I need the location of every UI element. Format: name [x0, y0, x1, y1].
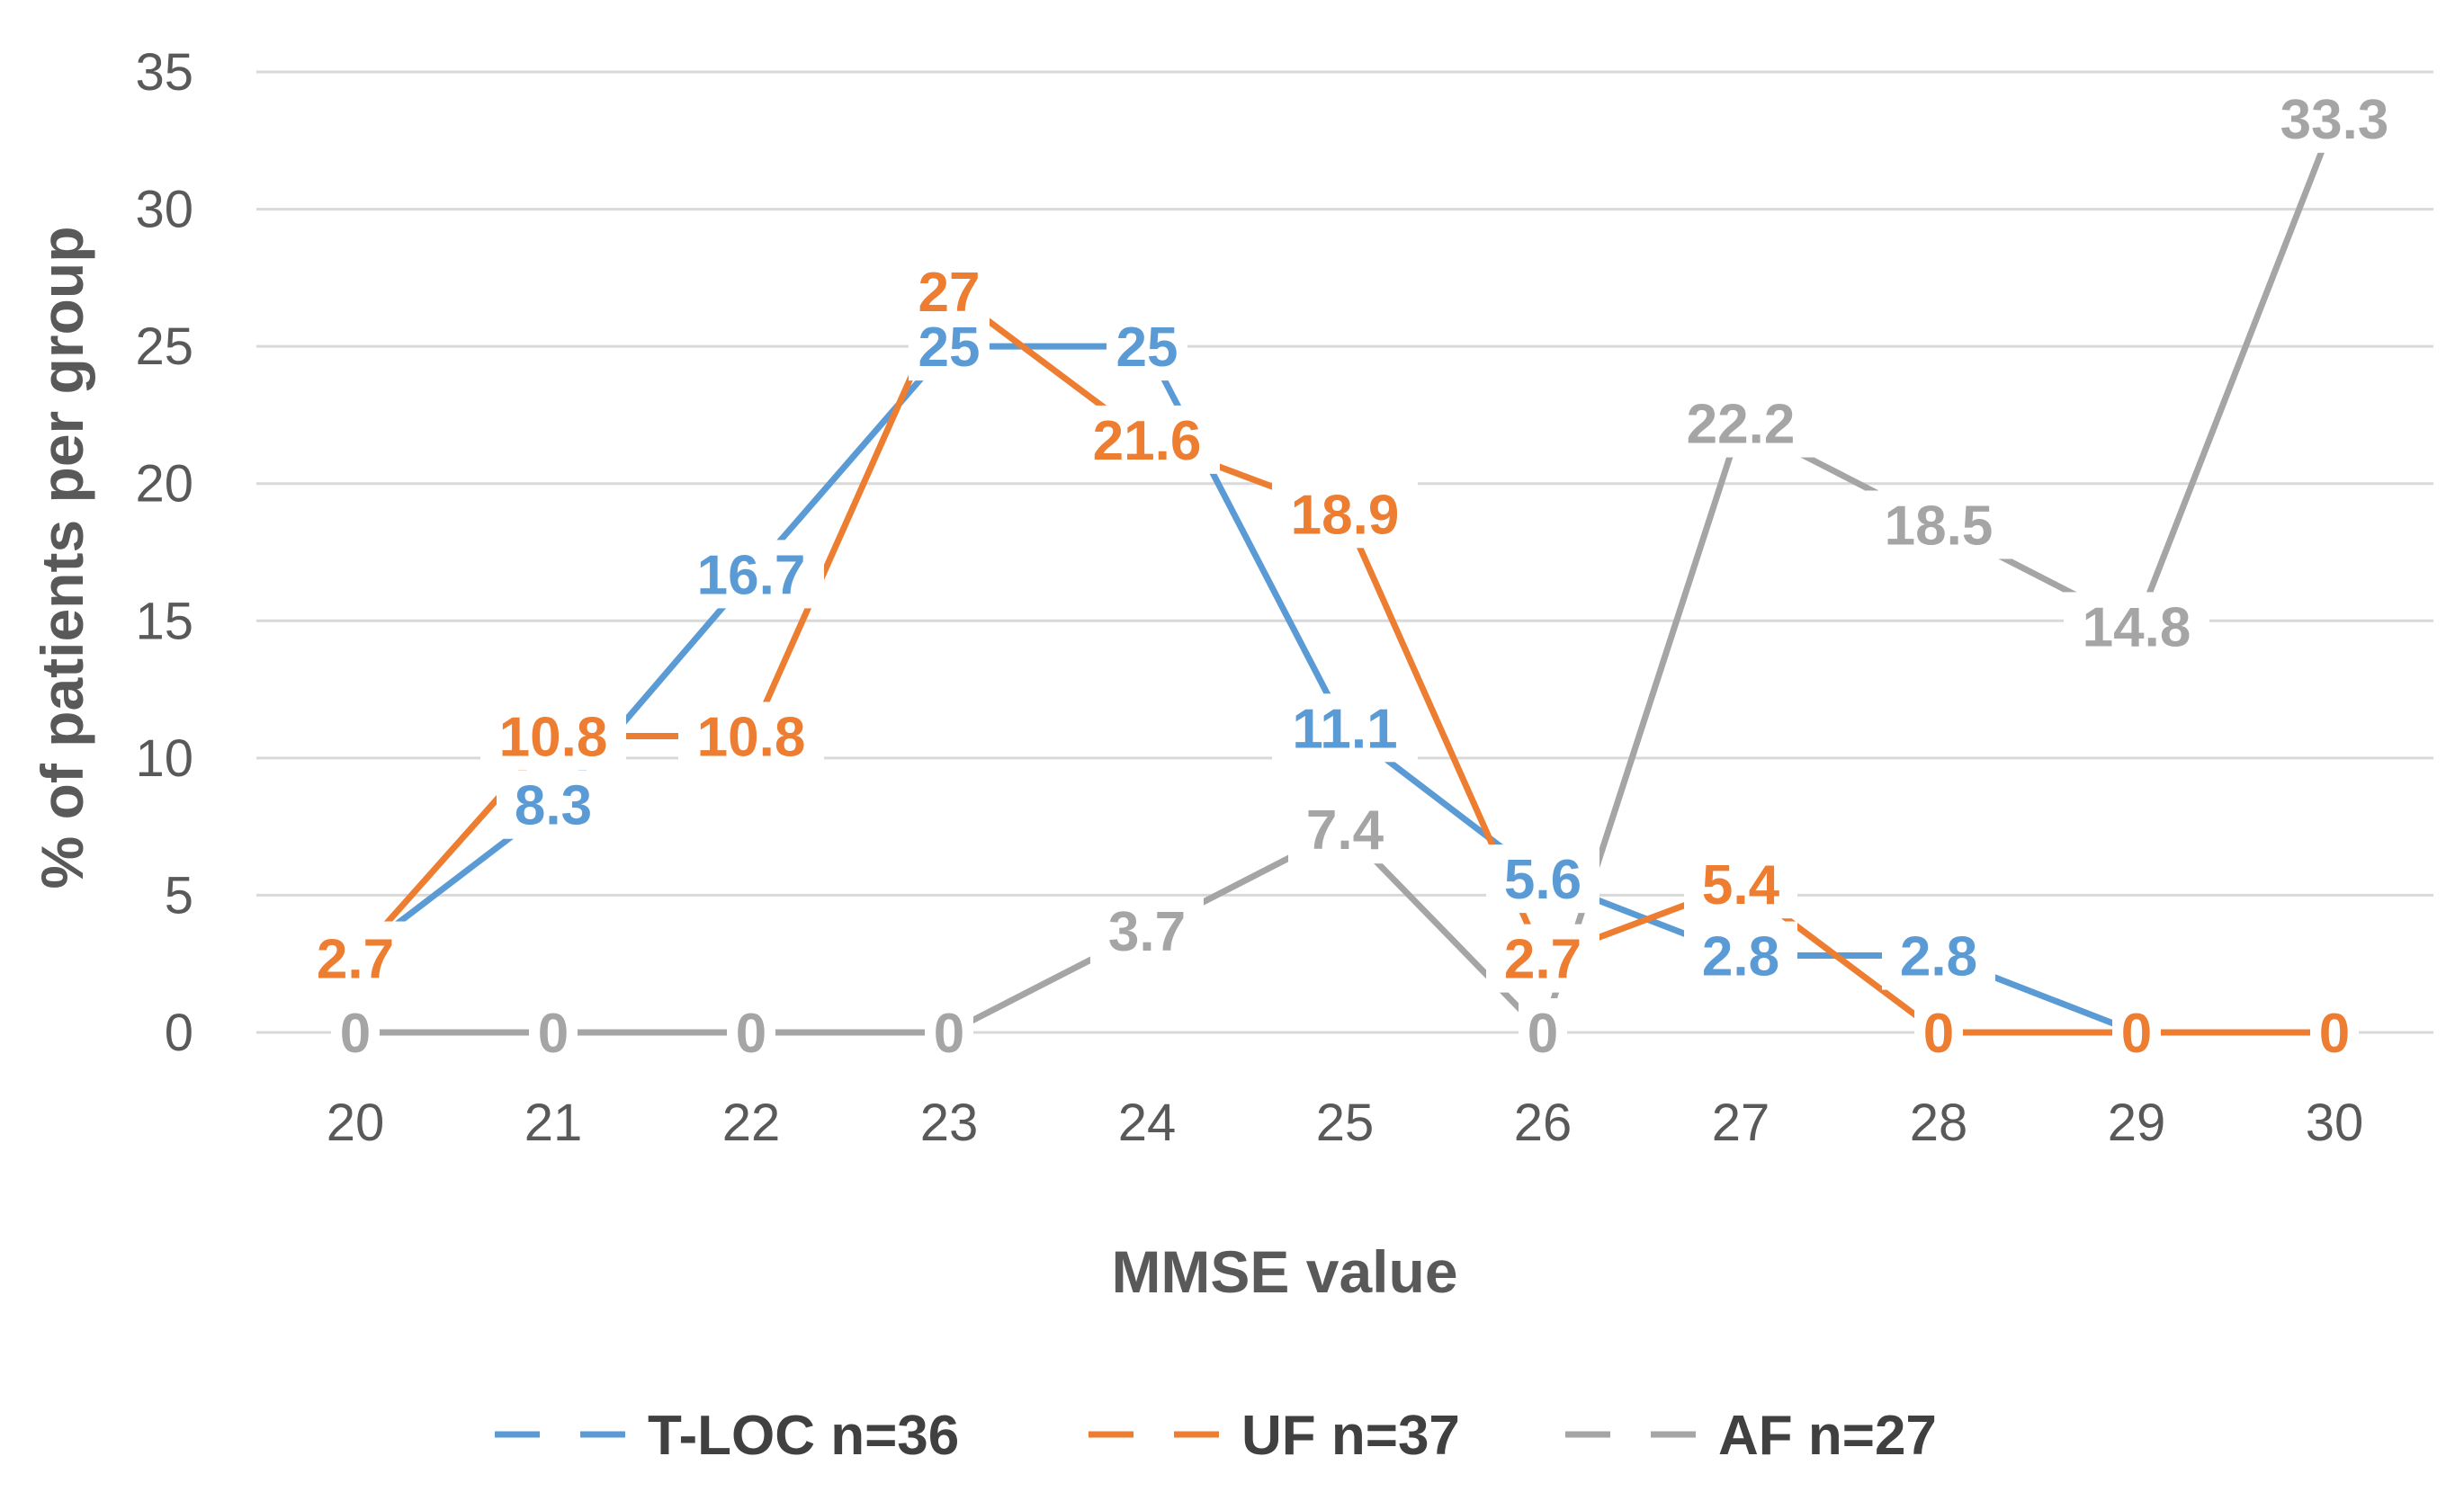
data-label: 2.8 [1900, 926, 1977, 988]
x-tick-label: 28 [1910, 1094, 1968, 1152]
data-label-bg [1866, 490, 2012, 559]
data-label: 18.5 [1885, 495, 1994, 557]
y-tick-label: 35 [135, 43, 193, 102]
y-tick-label: 25 [135, 317, 193, 376]
y-tick-label: 0 [165, 1004, 193, 1062]
data-label: 0 [2319, 1003, 2350, 1065]
data-label: 0 [1528, 1003, 1558, 1065]
data-label-bg [1074, 405, 1220, 474]
data-label: 22.2 [1687, 394, 1796, 456]
data-label: 10.8 [499, 706, 608, 768]
data-label: 2.7 [317, 929, 394, 991]
data-label: 7.4 [1306, 800, 1384, 862]
data-label-bg [1914, 998, 1963, 1067]
legend-label: T-LOC n=36 [648, 1405, 959, 1467]
legend-label: AF n=27 [1718, 1405, 1937, 1467]
data-label-bg [2064, 592, 2209, 661]
data-label-bg [2310, 998, 2359, 1067]
data-label-bg [1519, 998, 1567, 1067]
data-label-bg [1090, 897, 1204, 966]
legend: T-LOC n=36 UF n=37 AF n=27 [495, 1405, 1937, 1467]
data-label: 0 [1923, 1003, 1954, 1065]
data-label-bg [497, 770, 610, 839]
data-label: 11.1 [1292, 698, 1397, 760]
data-label: 0 [538, 1003, 569, 1065]
data-label-bg [1288, 795, 1402, 864]
y-tick-label: 30 [135, 181, 193, 239]
y-tick-label: 10 [135, 729, 193, 788]
data-label-bg [678, 540, 824, 609]
data-label: 33.3 [2280, 89, 2389, 151]
data-label: 0 [934, 1003, 964, 1065]
data-label-bg [331, 998, 380, 1067]
data-label: 0 [340, 1003, 371, 1065]
data-label: 16.7 [697, 544, 806, 606]
data-label-bg [299, 924, 412, 993]
y-tick-label: 20 [135, 455, 193, 514]
series-line [353, 343, 2334, 1036]
data-label-bg [909, 257, 990, 326]
data-label-bg [1272, 479, 1418, 549]
data-label-bg [1107, 312, 1187, 381]
data-label: 0 [2121, 1003, 2152, 1065]
data-label: 18.9 [1291, 484, 1400, 546]
data-label: 8.3 [515, 775, 592, 837]
data-label-bg [1668, 389, 1814, 458]
y-tick-label: 15 [135, 592, 193, 650]
x-tick-label: 30 [2306, 1094, 2364, 1152]
data-label-bg [529, 998, 578, 1067]
x-tick-label: 27 [1712, 1094, 1770, 1152]
x-tick-label: 20 [327, 1094, 385, 1152]
data-label-bg [1684, 850, 1797, 919]
data-label: 5.6 [1504, 849, 1581, 911]
data-label: 14.8 [2083, 596, 2191, 658]
data-label-bg [925, 998, 973, 1067]
x-tick-label: 25 [1316, 1094, 1375, 1152]
data-label: 25 [918, 317, 981, 379]
y-axis-title: % of patients per group [29, 226, 95, 889]
series-line [353, 288, 2334, 1036]
data-label: 27 [918, 262, 981, 324]
x-tick-label: 22 [722, 1094, 781, 1152]
data-label-bg [1272, 693, 1418, 763]
data-label-bg [1882, 921, 1995, 990]
x-tick-label: 29 [2108, 1094, 2166, 1152]
data-label: 25 [1116, 317, 1178, 379]
data-labels: 2.88.316.7252511.15.62.82.82.710.810.827… [299, 84, 2407, 1067]
data-label-bg [727, 998, 775, 1067]
x-axis-ticks: 20 21 22 23 24 25 26 27 28 29 30 [327, 1094, 2364, 1152]
data-label-bg [1486, 924, 1599, 993]
y-tick-label: 5 [165, 866, 193, 925]
data-label-bg [678, 701, 824, 771]
data-label: 2.7 [1504, 929, 1581, 991]
x-tick-label: 21 [524, 1094, 583, 1152]
legend-label: UF n=37 [1241, 1405, 1460, 1467]
data-label-bg [1684, 921, 1797, 990]
data-label: 2.8 [1702, 926, 1779, 988]
y-axis-ticks: 0 5 10 15 20 25 30 35 [135, 43, 193, 1062]
x-tick-label: 24 [1118, 1094, 1177, 1152]
data-label: 3.7 [1108, 901, 1186, 963]
data-label-bg [2112, 998, 2161, 1067]
data-label-bg [2262, 84, 2407, 153]
x-tick-label: 26 [1514, 1094, 1572, 1152]
data-label: 10.8 [697, 706, 806, 768]
data-label: 5.4 [1702, 854, 1780, 916]
data-label: 0 [736, 1003, 766, 1065]
data-label-bg [1486, 844, 1599, 914]
data-label-bg [480, 701, 626, 771]
data-label: 21.6 [1093, 410, 1202, 472]
gridlines [256, 70, 2433, 1034]
x-axis-title: MMSE value [1111, 1238, 1457, 1305]
x-tick-label: 23 [920, 1094, 979, 1152]
